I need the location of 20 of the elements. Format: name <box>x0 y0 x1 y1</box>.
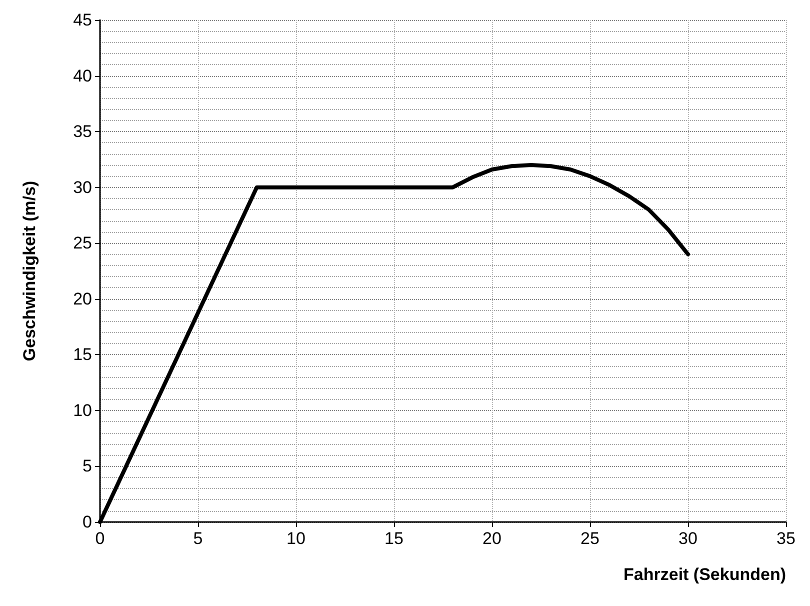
y-tick-label: 0 <box>82 512 92 532</box>
x-tick-label: 0 <box>95 529 105 548</box>
y-tick-label: 10 <box>73 400 92 420</box>
x-tick-label: 5 <box>193 529 203 548</box>
y-tick-label: 25 <box>73 234 92 253</box>
x-tick-label: 15 <box>384 529 404 548</box>
y-tick-label: 35 <box>73 122 92 142</box>
x-axis-title: Fahrzeit (Sekunden) <box>624 565 786 584</box>
y-tick-label: 40 <box>73 66 92 86</box>
y-tick-label: 5 <box>82 456 92 476</box>
x-tick-label: 30 <box>678 529 698 548</box>
x-tick-label: 25 <box>580 529 600 548</box>
x-tick-label: 20 <box>482 529 502 548</box>
y-axis-title: Geschwindigkeit (m/s) <box>20 180 39 362</box>
y-tick-label: 30 <box>73 178 92 197</box>
y-tick-label: 45 <box>73 10 92 30</box>
x-tick-label: 10 <box>286 529 306 548</box>
y-tick-label: 15 <box>73 345 92 364</box>
x-tick-label: 35 <box>776 529 796 548</box>
y-tick-label: 20 <box>73 289 92 308</box>
